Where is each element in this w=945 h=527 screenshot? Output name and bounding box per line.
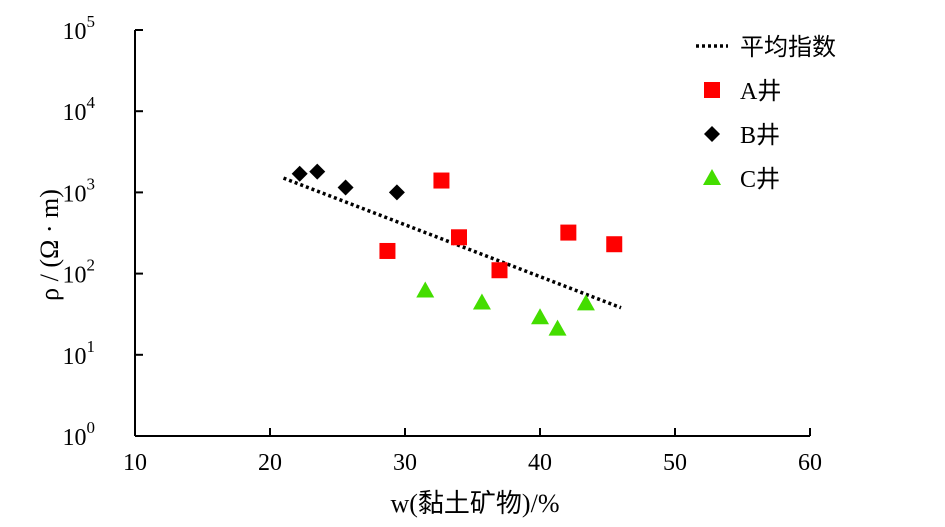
data-point-square [491,262,508,279]
data-point-diamond [291,165,308,182]
x-tick-label: 30 [393,450,417,476]
data-points-layer [291,163,623,336]
data-point-square [606,236,623,253]
x-tick-label: 20 [258,450,282,476]
y-tick-label: 103 [63,174,96,207]
data-point-diamond [309,163,326,180]
data-point-diamond [388,184,405,201]
y-axis-title: ρ / (Ω · m) [35,189,64,301]
x-tick-label: 50 [663,450,687,476]
x-tick-label: 60 [798,450,822,476]
y-tick-label: 102 [63,256,96,289]
legend-swatch-square [704,82,720,98]
legend: 平均指数 A井 B井 C井 [696,34,836,193]
y-tick-label: 101 [63,337,96,370]
data-point-square [451,229,467,246]
data-point-diamond [337,179,354,196]
y-tick-label: 100 [63,418,96,451]
data-point-square [433,172,450,189]
data-point-square [560,224,577,241]
data-point-triangle [548,319,567,336]
data-point-triangle [576,294,595,311]
data-point-triangle [472,293,491,310]
legend-label: 平均指数 [740,34,836,61]
x-axis-title: w(黏土矿物)/% [391,489,560,518]
legend-label: C井 [740,166,780,193]
data-point-square [379,242,396,259]
y-tick-label: 104 [63,93,96,126]
legend-swatch-triangle [703,169,721,185]
legend-label: B井 [740,122,780,149]
axes: 10 20 30 40 50 60 100 101 102 103 104 105 [63,12,823,476]
legend-label: A井 [740,78,781,105]
y-tick-label: 105 [63,12,96,45]
data-point-triangle [416,281,435,298]
legend-swatch-diamond [704,126,720,142]
data-point-triangle [531,308,549,325]
x-tick-label: 40 [528,450,552,476]
x-tick-label: 10 [123,450,147,476]
